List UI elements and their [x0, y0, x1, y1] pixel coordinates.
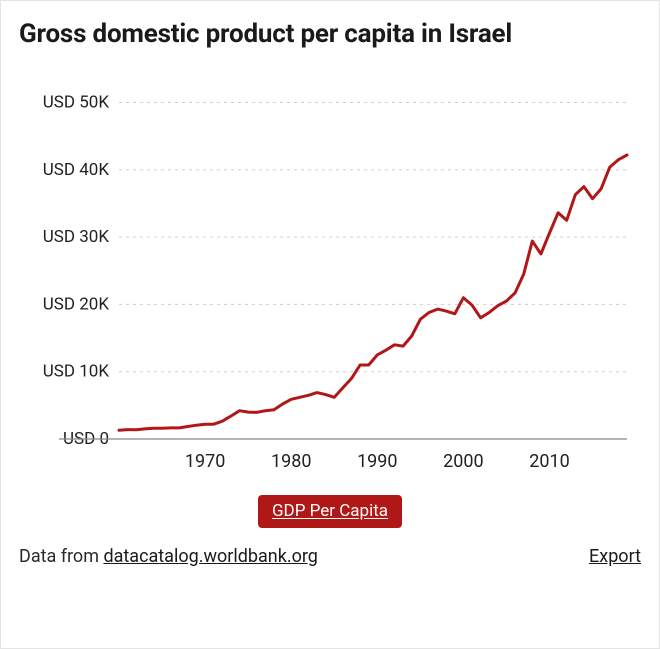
line-chart-svg: USD 0USD 10KUSD 20KUSD 30KUSD 40KUSD 50K…: [19, 59, 639, 479]
xtick-label: 1970: [185, 451, 225, 472]
xtick-label: 1980: [271, 451, 311, 472]
ytick-label: USD 50K: [43, 92, 110, 112]
data-source-prefix: Data from: [19, 546, 103, 567]
xtick-label: 1990: [357, 451, 397, 472]
series-line-gdp: [119, 155, 627, 430]
data-source: Data from datacatalog.worldbank.org: [19, 546, 318, 567]
chart-title: Gross domestic product per capita in Isr…: [19, 19, 641, 49]
xtick-label: 2010: [529, 451, 569, 472]
ytick-label: USD 30K: [43, 227, 110, 247]
ytick-label: USD 40K: [43, 160, 110, 180]
export-link[interactable]: Export: [589, 546, 641, 567]
chart-card: Gross domestic product per capita in Isr…: [0, 0, 660, 649]
footer-row: Data from datacatalog.worldbank.org Expo…: [19, 546, 641, 567]
xtick-label: 2000: [443, 451, 483, 472]
legend-badge-gdp[interactable]: GDP Per Capita: [258, 495, 402, 528]
ytick-label: USD 20K: [43, 294, 110, 314]
ytick-label: USD 10K: [43, 362, 110, 382]
legend-row: GDP Per Capita: [19, 495, 641, 528]
chart-area: USD 0USD 10KUSD 20KUSD 30KUSD 40KUSD 50K…: [19, 59, 641, 479]
data-source-link[interactable]: datacatalog.worldbank.org: [103, 546, 317, 567]
